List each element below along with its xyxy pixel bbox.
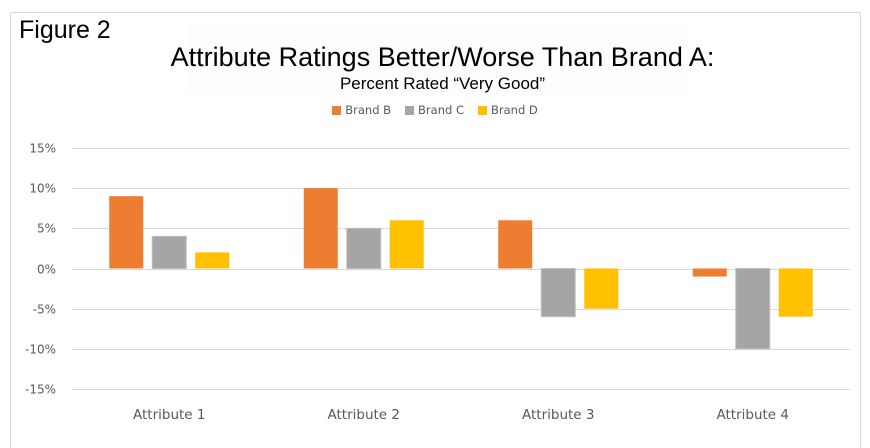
y-tick-label: -15% xyxy=(25,383,56,397)
bar-brand-d-attribute-3 xyxy=(584,268,619,309)
bar-brand-b-attribute-3 xyxy=(498,220,533,269)
legend-label-brand-c: Brand C xyxy=(418,103,464,117)
y-tick-label: 15% xyxy=(29,142,56,156)
bar-brand-c-attribute-2 xyxy=(346,227,382,269)
bar-brand-b-attribute-1 xyxy=(109,196,144,269)
legend-label-brand-b: Brand B xyxy=(345,103,392,117)
y-tick-label: -10% xyxy=(25,343,56,357)
legend-item-brand-b: Brand B xyxy=(332,103,391,117)
bar-brand-c-attribute-1 xyxy=(151,235,187,270)
chart-title: Attribute Ratings Better/Worse Than Bran… xyxy=(170,42,715,72)
bar-brand-b-attribute-4 xyxy=(692,268,727,277)
legend-item-brand-d: Brand D xyxy=(478,103,538,117)
y-tick-label: 10% xyxy=(29,182,56,196)
bar-brand-d-attribute-2 xyxy=(389,220,424,269)
x-category-label: Attribute 1 xyxy=(133,407,206,423)
bar-brand-b-attribute-2 xyxy=(303,188,338,269)
chart-frame xyxy=(10,12,861,448)
legend-swatch-brand-c xyxy=(405,105,415,115)
figure-label: Figure 2 xyxy=(19,16,111,44)
y-tick-label: -5% xyxy=(33,303,56,317)
bar-brand-d-attribute-1 xyxy=(195,252,230,269)
legend-swatch-brand-b xyxy=(332,105,342,115)
title-background xyxy=(188,22,690,94)
legend-swatch-brand-d xyxy=(478,105,487,115)
bar-brand-d-attribute-4 xyxy=(778,268,813,317)
x-category-label: Attribute 3 xyxy=(522,407,595,423)
y-tick-label: 5% xyxy=(37,222,56,236)
x-category-label: Attribute 4 xyxy=(717,407,790,423)
legend: Brand B Brand C Brand D xyxy=(0,103,870,117)
bar-brand-c-attribute-4 xyxy=(735,268,771,350)
x-category-label: Attribute 2 xyxy=(328,407,401,423)
legend-item-brand-c: Brand C xyxy=(405,103,464,117)
bar-brand-c-attribute-3 xyxy=(540,268,576,318)
legend-label-brand-d: Brand D xyxy=(491,103,538,117)
y-tick-label: 0% xyxy=(37,263,56,277)
chart-subtitle: Percent Rated “Very Good” xyxy=(339,74,546,93)
